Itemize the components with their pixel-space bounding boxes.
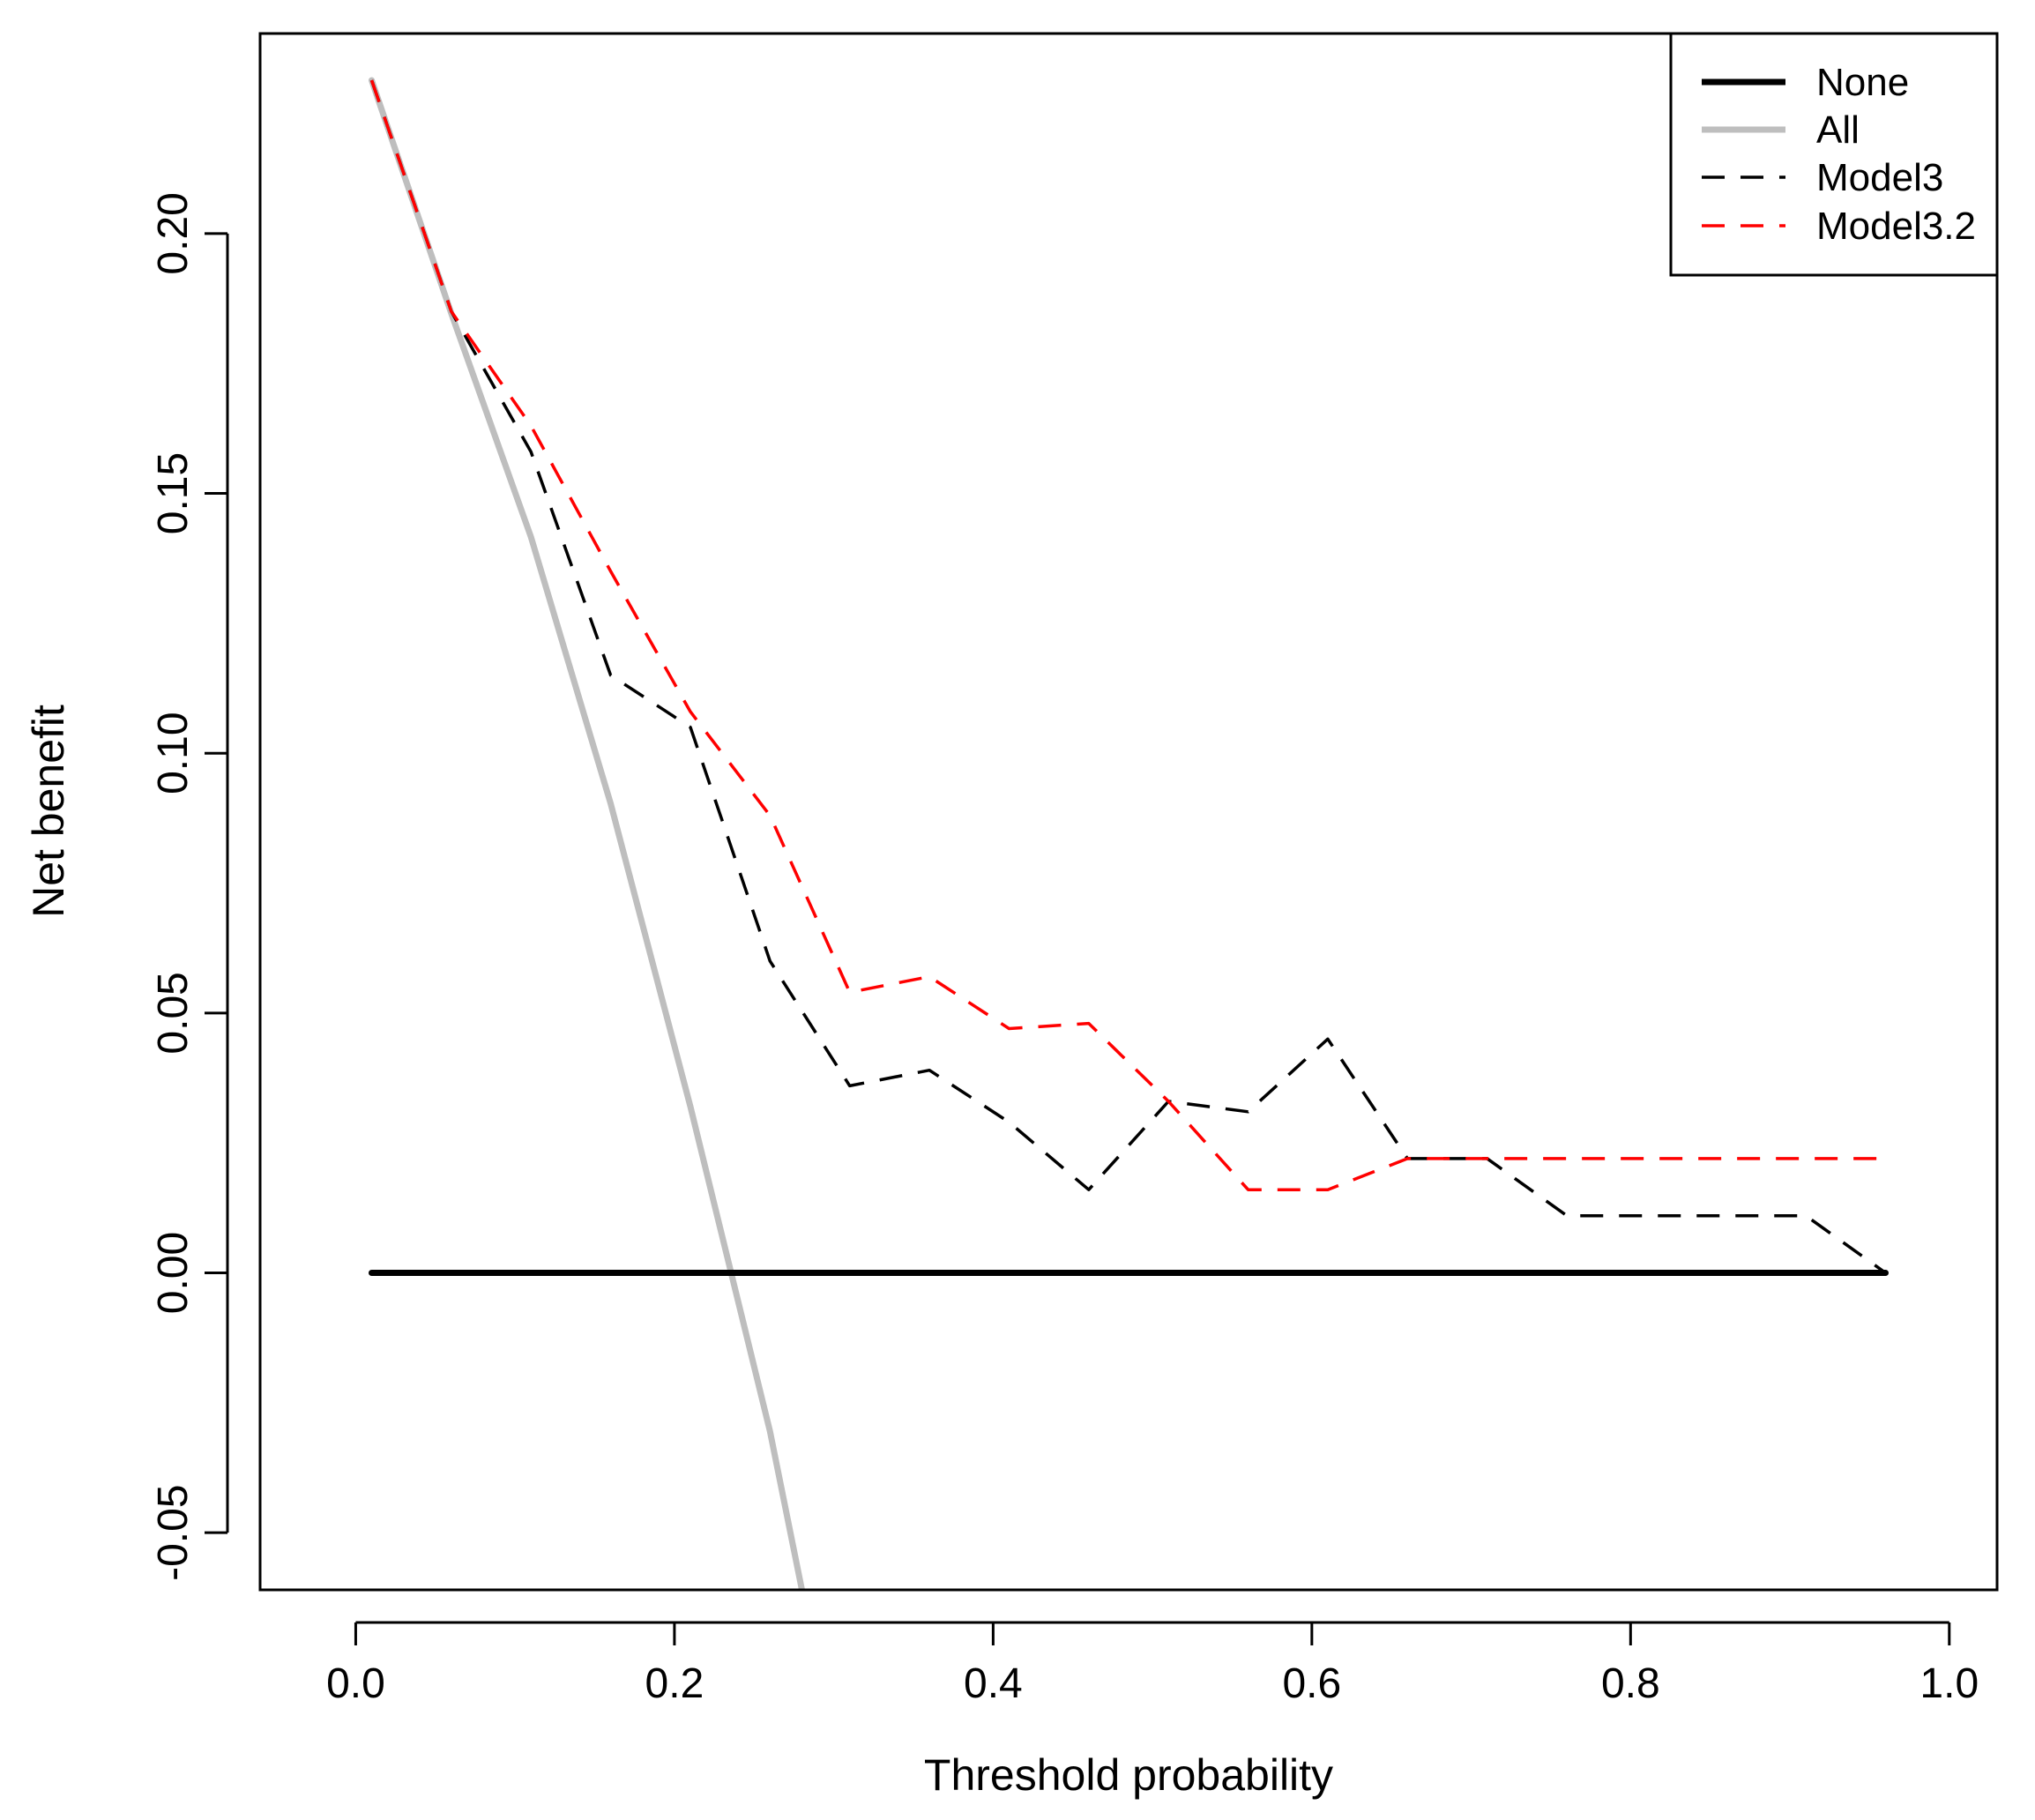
legend-label-model3: Model3 xyxy=(1816,156,1943,199)
y-tick-label: 0.20 xyxy=(150,192,197,274)
y-axis: -0.05 0.00 0.05 0.10 0.15 0.20 xyxy=(150,192,229,1581)
y-tick-label: -0.05 xyxy=(150,1484,197,1580)
x-tick-label: 0.8 xyxy=(1601,1660,1660,1707)
x-axis-title: Threshold probability xyxy=(924,1750,1333,1800)
x-tick-label: 1.0 xyxy=(1919,1660,1979,1707)
y-tick-label: 0.10 xyxy=(150,712,197,794)
x-axis: 0.0 0.2 0.4 0.6 0.8 1.0 xyxy=(326,1621,1979,1707)
legend-label-model3-2: Model3.2 xyxy=(1816,205,1976,248)
x-tick-label: 0.0 xyxy=(326,1660,385,1707)
y-axis-title: Net benefit xyxy=(24,705,73,918)
y-tick-label: 0.15 xyxy=(150,452,197,534)
legend-box xyxy=(1669,32,1999,277)
x-tick-label: 0.2 xyxy=(645,1660,704,1707)
legend: None All Model3 Model3.2 xyxy=(1669,32,1999,277)
y-tick-label: 0.05 xyxy=(150,972,197,1054)
plot-frame xyxy=(258,32,1999,1592)
y-tick-label: 0.00 xyxy=(150,1232,197,1314)
series-line-model3 xyxy=(369,79,1887,1274)
series-line-model3-2 xyxy=(369,79,1886,1191)
x-tick-label: 0.6 xyxy=(1282,1660,1341,1707)
series-layer xyxy=(369,77,1889,1590)
legend-label-all: All xyxy=(1816,108,1860,152)
x-tick-label: 0.4 xyxy=(964,1660,1023,1707)
legend-label-none: None xyxy=(1816,61,1909,104)
